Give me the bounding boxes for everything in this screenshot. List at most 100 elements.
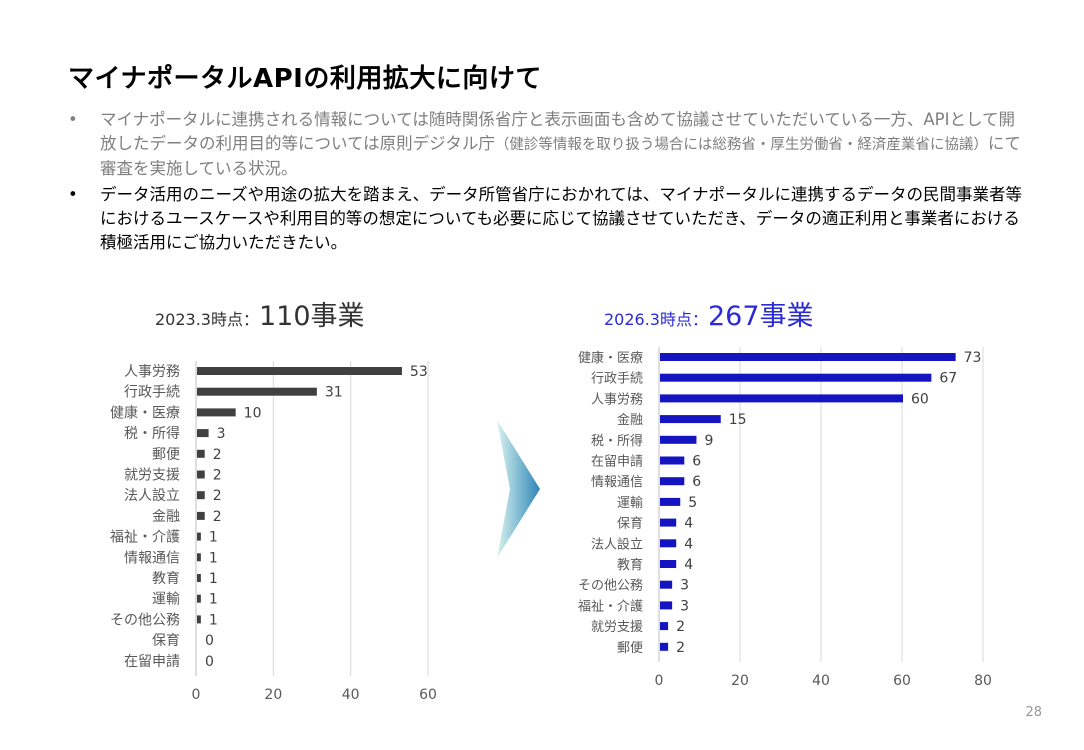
right-chart-category-label: その他公務 [578, 579, 643, 594]
left-chart-bar [197, 615, 201, 624]
right-chart-tick-label: 60 [893, 673, 911, 689]
left-chart-category-label: 教育 [152, 571, 180, 587]
right-chart-tick-label: 40 [812, 673, 830, 689]
right-chart-tick-label: 20 [731, 673, 749, 689]
left-chart-data-label: 2 [213, 488, 222, 504]
right-chart-category-label: 法人設立 [591, 536, 643, 552]
right-chart-bar [660, 580, 673, 589]
right-chart-data-label: 2 [676, 640, 685, 656]
slide-title: マイナポータルAPIの利用拡大に向けて [68, 64, 542, 94]
right-chart-data-label: 4 [684, 516, 693, 532]
bullet-text: データ活用のニーズや用途の拡大を踏まえ、データ所管省庁におかれては、マイナポータ… [100, 185, 1023, 252]
left-chart-category-label: 金融 [152, 509, 180, 525]
right-chart-data-label: 67 [939, 371, 957, 387]
bullet-item-2: • データ活用のニーズや用途の拡大を踏まえ、データ所管省庁におかれては、マイナポ… [68, 183, 1023, 255]
right-chart-category-label: 在留申請 [591, 455, 643, 470]
left-chart-bar [197, 429, 209, 438]
right-chart-bar [660, 497, 681, 506]
left-chart-bar [197, 387, 317, 396]
left-chart-category-label: その他公務 [110, 612, 180, 628]
left-chart-data-label: 0 [205, 633, 214, 649]
left-chart-category-label: 郵便 [152, 447, 180, 463]
left-chart-bar [197, 470, 205, 479]
bullet-tail-text: にて審査を実施している状況。 [100, 134, 1021, 178]
right-chart-bar [660, 373, 932, 382]
left-chart-data-label: 31 [325, 385, 343, 401]
right-chart-bar [660, 477, 685, 486]
right-chart-data-label: 15 [729, 412, 747, 428]
left-chart-heading-value: 110事業 [259, 301, 365, 332]
right-chart-bar [660, 539, 677, 548]
right-chart-data-label: 3 [680, 578, 689, 594]
right-chart-category-label: 教育 [617, 557, 643, 573]
left-chart-tick-label: 20 [264, 687, 282, 703]
right-chart-tick-label: 80 [974, 673, 992, 689]
left-chart-data-label: 0 [205, 654, 214, 670]
right-chart-bar [660, 353, 956, 361]
right-chart-data-label: 6 [692, 454, 701, 470]
right-chart-data-label: 60 [911, 391, 929, 407]
left-chart-data-label: 53 [410, 364, 428, 380]
right-chart-category-label: 行政手続 [591, 372, 643, 387]
right-chart-bar [660, 394, 903, 403]
right-chart-category-label: 人事労務 [591, 392, 643, 407]
right-chart-bar [660, 622, 669, 631]
left-chart-category-label: 福祉・介護 [110, 530, 180, 546]
left-chart-data-label: 3 [217, 426, 226, 442]
bullet-item-1: • マイナポータルに連携される情報については随時関係省庁と表示画面も含めて協議さ… [68, 108, 1023, 181]
left-chart-data-label: 2 [213, 509, 222, 525]
left-chart-heading-label: 2023.3時点： [155, 310, 259, 329]
right-chart-category-label: 税・所得 [591, 433, 643, 449]
right-chart-heading: 2026.3時点：267事業 [604, 294, 814, 333]
left-chart-bar [197, 532, 201, 541]
left-chart-data-label: 2 [213, 468, 222, 484]
left-chart-bar [197, 511, 205, 520]
right-chart-bar [660, 415, 721, 424]
left-chart-data-label: 1 [209, 550, 218, 566]
left-chart-category-label: 保育 [152, 633, 180, 649]
left-chart-bar [197, 553, 201, 562]
left-chart-category-label: 情報通信 [124, 550, 180, 566]
right-chart-category-label: 運輸 [617, 496, 643, 511]
bullet-paren-text: （健診等情報を取り扱う場合には総務省・厚生労働省・経済産業省に協議） [494, 137, 988, 153]
right-chart-data-label: 6 [692, 474, 701, 490]
bullet-marker: • [68, 110, 78, 129]
left-chart-category-label: 就労支援 [124, 468, 180, 484]
right-chart-bar [660, 435, 697, 444]
left-chart-category-label: 法人設立 [124, 488, 180, 504]
left-chart-data-label: 1 [209, 530, 218, 546]
left-chart-data-label: 2 [213, 447, 222, 463]
right-chart-data-label: 3 [680, 598, 689, 614]
left-chart-tick-label: 60 [419, 687, 437, 703]
right-chart-bar [660, 642, 669, 651]
right-chart-data-label: 4 [684, 536, 693, 552]
page-number: 28 [1025, 705, 1042, 720]
left-chart-bar [197, 408, 236, 417]
right-chart-category-label: 金融 [617, 412, 643, 428]
left-chart-heading: 2023.3時点：110事業 [155, 294, 365, 333]
right-chart-category-label: 保育 [617, 516, 643, 532]
left-chart-category-label: 税・所得 [124, 425, 180, 442]
right-chart-bar [660, 601, 673, 610]
left-chart-tick-label: 0 [192, 687, 201, 703]
left-chart-category-label: 行政手続 [124, 384, 180, 401]
right-chart-heading-value: 267事業 [708, 301, 814, 332]
left-chart-bar [197, 367, 402, 375]
right-chart-data-label: 2 [676, 619, 685, 635]
right-chart-data-label: 73 [964, 350, 982, 366]
right-chart-category-label: 郵便 [617, 641, 643, 656]
left-chart-data-label: 1 [209, 612, 218, 628]
left-chart-category-label: 運輸 [152, 592, 180, 608]
bullet-list: • マイナポータルに連携される情報については随時関係省庁と表示画面も含めて協議さ… [68, 108, 1023, 257]
right-chart-tick-label: 0 [655, 673, 664, 689]
left-chart-bar [197, 574, 201, 582]
right-chart-data-label: 9 [704, 433, 713, 449]
right-chart-bar [660, 560, 677, 568]
right-chart-category-label: 健康・医療 [578, 350, 643, 366]
left-chart-data-label: 10 [244, 405, 262, 421]
right-chart-bar [660, 518, 677, 527]
right-chart-data-label: 4 [684, 557, 693, 573]
left-chart-data-label: 1 [209, 571, 218, 587]
right-chart-data-label: 5 [688, 495, 697, 511]
right-chart-category-label: 福祉・介護 [578, 598, 643, 614]
